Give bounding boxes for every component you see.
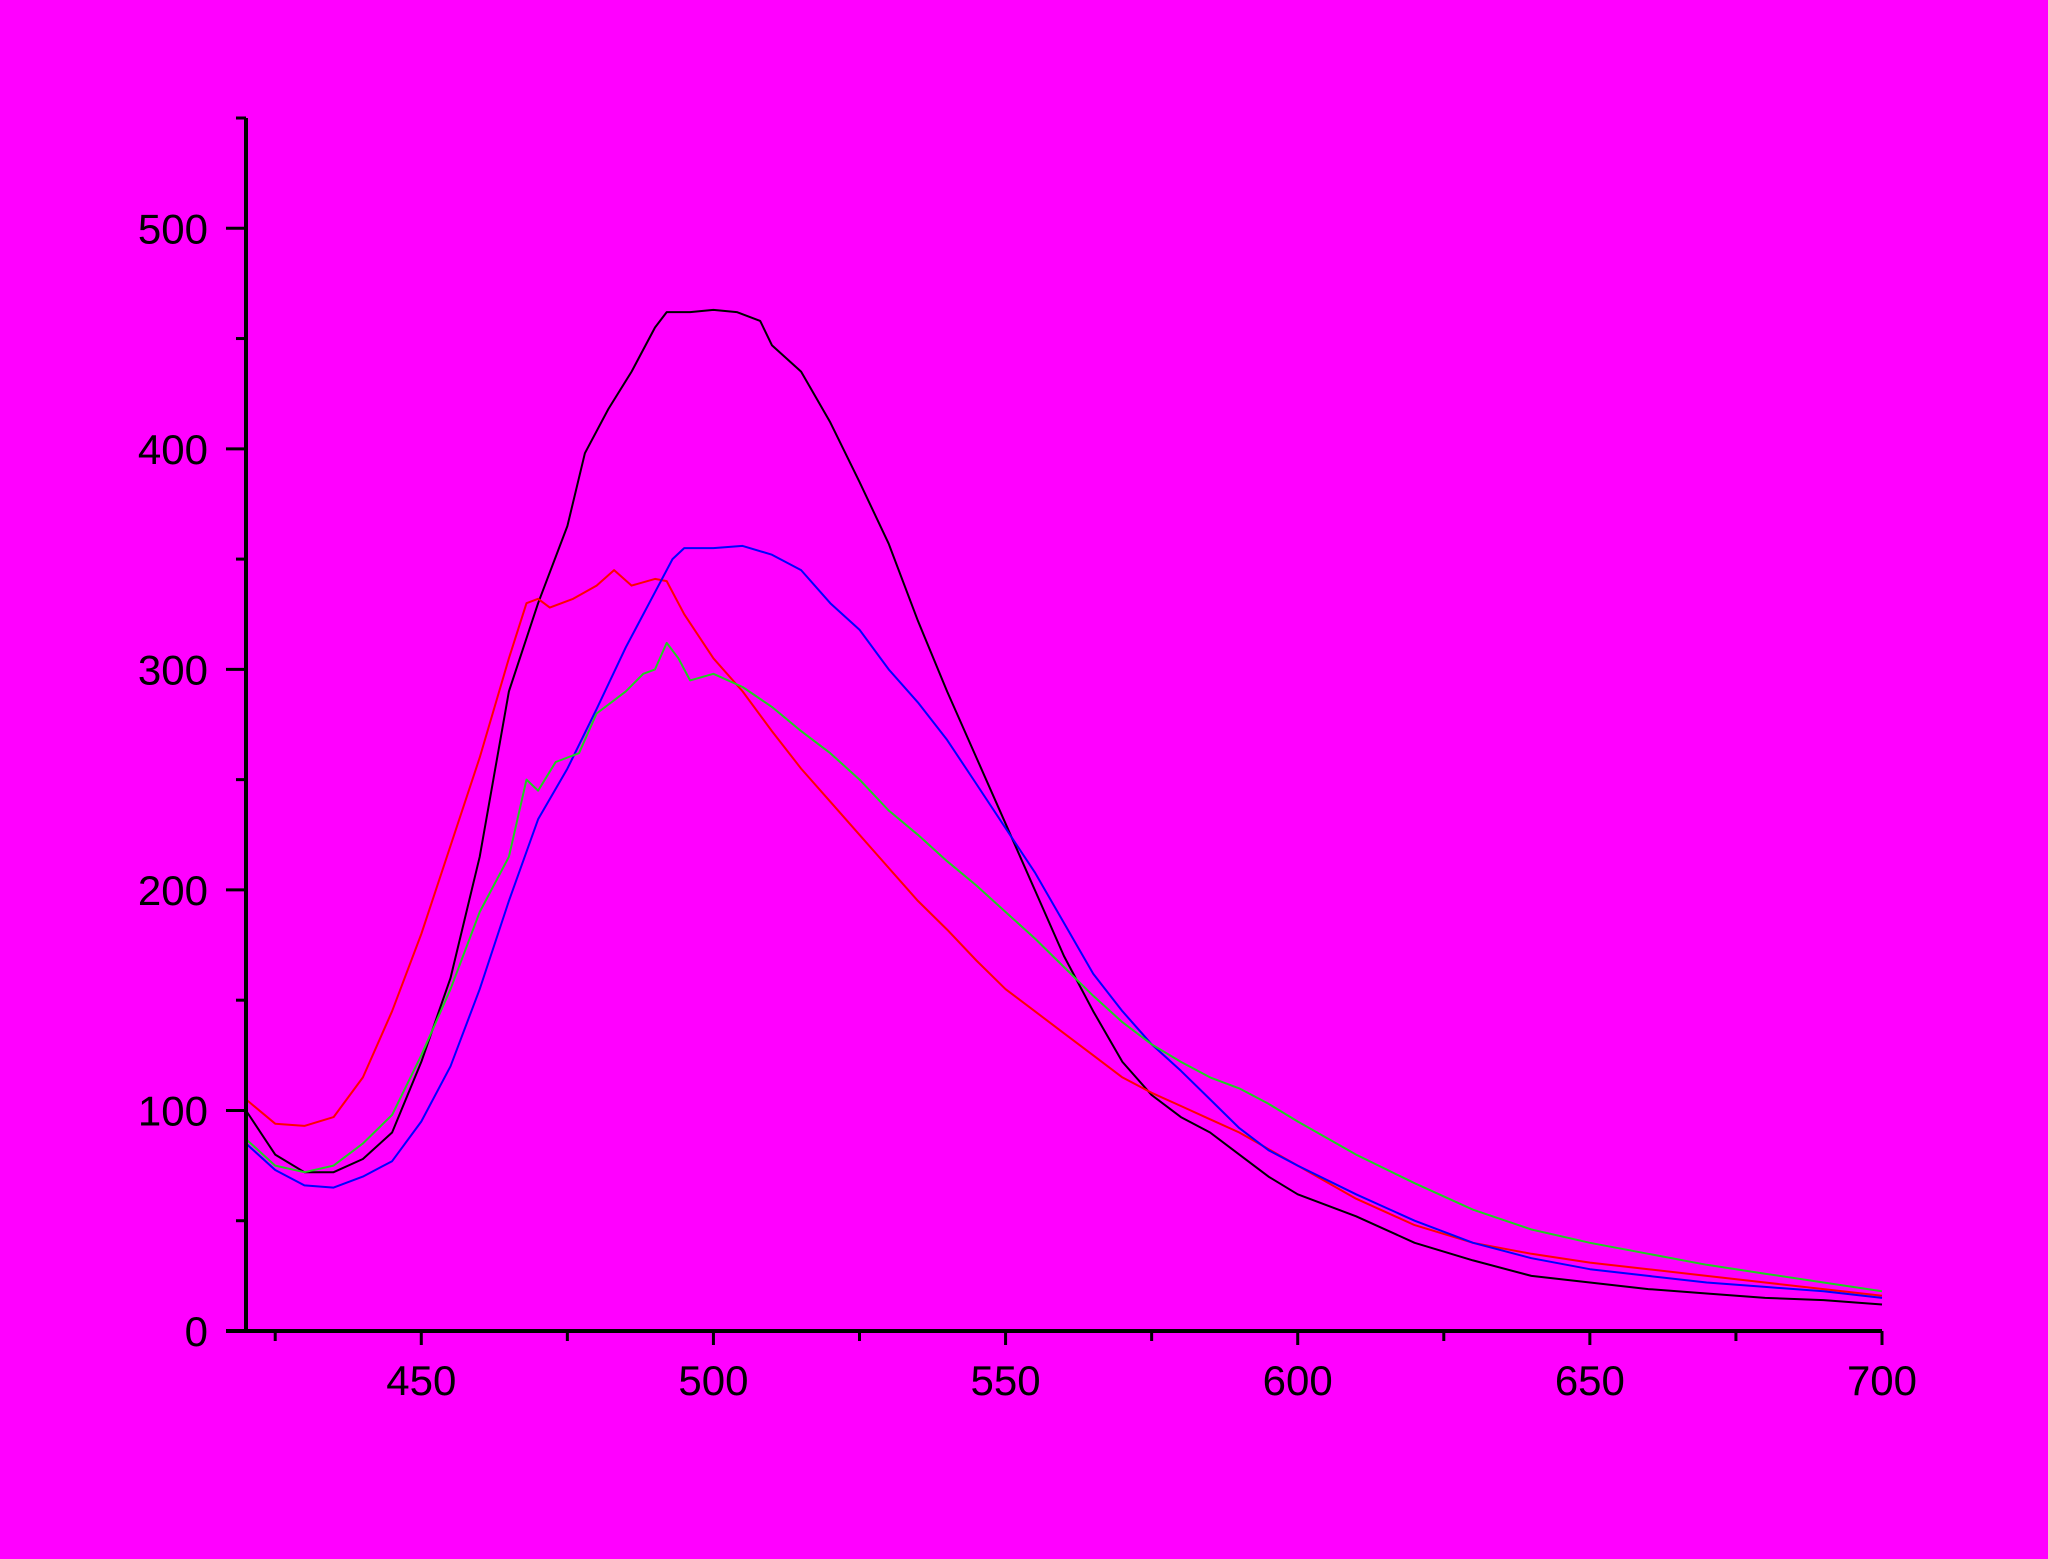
series-line-1	[245, 308, 1883, 1306]
y-tick-label: 100	[138, 1087, 208, 1134]
y-tick-label: 500	[138, 205, 208, 252]
y-tick-label: 300	[138, 646, 208, 693]
x-tick-label: 550	[971, 1357, 1041, 1404]
series-line-4	[245, 641, 1883, 1293]
series-line-2	[245, 569, 1883, 1297]
x-tick-label: 450	[386, 1357, 456, 1404]
y-tick-label: 200	[138, 867, 208, 914]
y-tick-label: 0	[185, 1308, 208, 1355]
y-tick-label: 400	[138, 426, 208, 473]
axes-layer: 450 500 550 600 650 700 0 100 200 300 400 500	[138, 116, 1917, 1404]
x-tick-label: 600	[1263, 1357, 1333, 1404]
x-tick-label: 700	[1847, 1357, 1917, 1404]
x-tick-label: 500	[678, 1357, 748, 1404]
series-layer	[245, 308, 1883, 1306]
x-tick-label: 650	[1555, 1357, 1625, 1404]
series-line-3	[245, 544, 1883, 1299]
